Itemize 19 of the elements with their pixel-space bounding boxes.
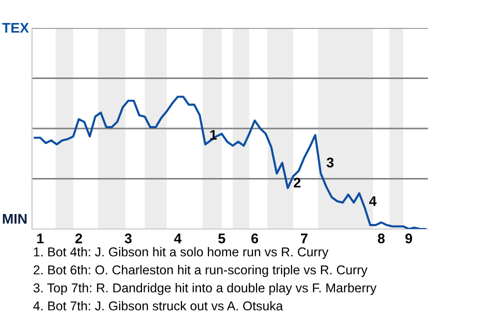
text: 2. Bot 6th: O. Charleston hit a run-scoring triple vs R. Curry [34, 265, 368, 277]
annotation: 1 [210, 130, 217, 140]
x-tick-label: 8 [378, 234, 385, 244]
x-tick-label: 2 [75, 234, 82, 244]
x-tick-label: 3 [124, 234, 132, 244]
annotation: 2 [294, 178, 300, 188]
x-tick-label: 9 [405, 234, 412, 244]
annotation: 4 [369, 196, 377, 206]
x-tick-label: 5 [218, 234, 226, 244]
x-tick-label: 1 [37, 234, 44, 244]
x-tick-label: 4 [174, 234, 182, 244]
text: 1. Bot 4th: J. Gibson hit a solo home run vs R. Curry [34, 247, 328, 259]
annotation: 3 [326, 158, 334, 168]
text: TEX [2, 23, 29, 33]
text: 3. Top 7th: R. Dandridge hit into a double play vs F. Marberry [33, 283, 376, 295]
text: MIN [2, 214, 27, 224]
x-tick-label: 6 [251, 234, 258, 244]
text: 4. Bot 7th: J. Gibson struck out vs A. Otsuka [33, 301, 283, 310]
x-tick-label: 7 [300, 234, 308, 244]
